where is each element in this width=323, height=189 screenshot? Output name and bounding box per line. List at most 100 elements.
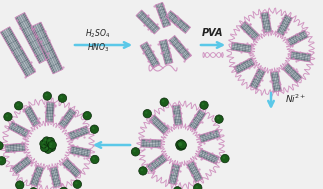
Polygon shape (37, 23, 60, 71)
Polygon shape (149, 156, 165, 169)
Polygon shape (5, 146, 25, 149)
Polygon shape (145, 42, 159, 65)
Polygon shape (254, 70, 264, 89)
Polygon shape (241, 25, 256, 39)
Circle shape (162, 100, 164, 102)
Polygon shape (172, 37, 190, 57)
Polygon shape (5, 148, 25, 151)
Polygon shape (277, 71, 281, 91)
Polygon shape (15, 160, 31, 173)
Polygon shape (289, 34, 307, 45)
Polygon shape (176, 105, 180, 125)
Polygon shape (187, 164, 197, 182)
Polygon shape (70, 153, 89, 157)
Circle shape (50, 143, 52, 145)
Circle shape (173, 187, 182, 189)
Polygon shape (6, 28, 33, 74)
Polygon shape (158, 4, 167, 27)
Polygon shape (242, 24, 257, 39)
Polygon shape (289, 34, 307, 44)
Polygon shape (169, 39, 187, 60)
Circle shape (75, 182, 78, 184)
Polygon shape (143, 43, 157, 66)
Polygon shape (143, 44, 157, 67)
Circle shape (73, 180, 82, 188)
Circle shape (93, 157, 95, 160)
Polygon shape (155, 5, 164, 28)
Polygon shape (287, 30, 305, 40)
Polygon shape (58, 108, 71, 125)
Circle shape (0, 159, 2, 161)
Polygon shape (190, 162, 200, 181)
Polygon shape (251, 69, 261, 87)
Polygon shape (138, 13, 157, 32)
Polygon shape (235, 61, 254, 71)
Polygon shape (172, 106, 176, 126)
Circle shape (177, 140, 185, 148)
Polygon shape (31, 166, 38, 185)
Text: PVA: PVA (202, 28, 224, 38)
Circle shape (48, 141, 57, 149)
Polygon shape (11, 122, 29, 132)
Polygon shape (140, 45, 154, 68)
Circle shape (202, 103, 204, 105)
Polygon shape (64, 161, 79, 176)
Circle shape (215, 115, 223, 123)
Polygon shape (70, 149, 90, 155)
Polygon shape (290, 35, 308, 46)
Polygon shape (290, 57, 310, 61)
Circle shape (58, 94, 67, 102)
Polygon shape (236, 62, 254, 72)
Polygon shape (67, 158, 82, 173)
Polygon shape (192, 112, 203, 129)
Circle shape (85, 113, 88, 116)
Polygon shape (56, 167, 62, 186)
Polygon shape (281, 17, 291, 35)
Polygon shape (171, 38, 188, 59)
Circle shape (16, 181, 24, 189)
Polygon shape (284, 67, 299, 81)
Polygon shape (200, 132, 219, 139)
Polygon shape (70, 132, 89, 140)
Polygon shape (9, 126, 27, 136)
Polygon shape (10, 123, 29, 133)
Polygon shape (8, 128, 26, 138)
Polygon shape (171, 164, 177, 184)
Polygon shape (46, 102, 48, 122)
Polygon shape (170, 39, 188, 59)
Polygon shape (253, 70, 263, 88)
Polygon shape (287, 63, 302, 78)
Polygon shape (15, 161, 32, 174)
Polygon shape (70, 130, 89, 139)
Circle shape (178, 141, 186, 149)
Polygon shape (9, 27, 36, 72)
Polygon shape (139, 12, 158, 31)
Polygon shape (36, 167, 43, 187)
Polygon shape (33, 166, 40, 185)
Polygon shape (255, 71, 265, 89)
Polygon shape (167, 14, 188, 31)
Polygon shape (287, 64, 302, 79)
Polygon shape (163, 40, 170, 64)
Polygon shape (243, 22, 258, 37)
Polygon shape (200, 133, 220, 140)
Polygon shape (240, 25, 255, 40)
Polygon shape (146, 42, 160, 65)
Polygon shape (276, 14, 286, 33)
Circle shape (176, 140, 184, 149)
Circle shape (42, 145, 45, 148)
Polygon shape (237, 64, 255, 74)
Polygon shape (71, 148, 90, 153)
Polygon shape (50, 168, 56, 187)
Polygon shape (200, 131, 219, 138)
Polygon shape (52, 102, 55, 122)
Polygon shape (244, 22, 259, 36)
Polygon shape (231, 48, 251, 52)
Polygon shape (69, 128, 88, 136)
Polygon shape (16, 16, 42, 63)
Polygon shape (159, 3, 168, 26)
Polygon shape (267, 12, 272, 32)
Polygon shape (5, 147, 25, 150)
Polygon shape (170, 11, 191, 28)
Polygon shape (140, 11, 159, 30)
